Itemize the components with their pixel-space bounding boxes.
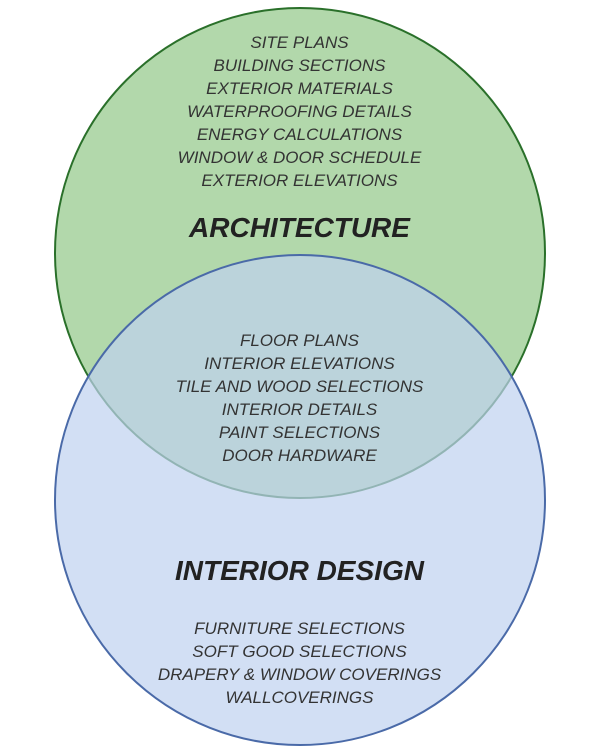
list-item: EXTERIOR MATERIALS <box>0 78 599 101</box>
list-item: ENERGY CALCULATIONS <box>0 124 599 147</box>
list-item: SOFT GOOD SELECTIONS <box>0 641 599 664</box>
list-item: EXTERIOR ELEVATIONS <box>0 170 599 193</box>
list-item: WINDOW & DOOR SCHEDULE <box>0 147 599 170</box>
list-item: FLOOR PLANS <box>0 330 599 353</box>
interior-design-title: INTERIOR DESIGN <box>0 555 599 587</box>
interior-design-items: FURNITURE SELECTIONSSOFT GOOD SELECTIONS… <box>0 618 599 710</box>
list-item: WATERPROOFING DETAILS <box>0 101 599 124</box>
list-item: TILE AND WOOD SELECTIONS <box>0 376 599 399</box>
list-item: PAINT SELECTIONS <box>0 422 599 445</box>
intersection-items: FLOOR PLANSINTERIOR ELEVATIONSTILE AND W… <box>0 330 599 468</box>
list-item: FURNITURE SELECTIONS <box>0 618 599 641</box>
list-item: WALLCOVERINGS <box>0 687 599 710</box>
list-item: SITE PLANS <box>0 32 599 55</box>
list-item: INTERIOR DETAILS <box>0 399 599 422</box>
list-item: INTERIOR ELEVATIONS <box>0 353 599 376</box>
list-item: BUILDING SECTIONS <box>0 55 599 78</box>
architecture-items: SITE PLANSBUILDING SECTIONSEXTERIOR MATE… <box>0 32 599 193</box>
list-item: DRAPERY & WINDOW COVERINGS <box>0 664 599 687</box>
list-item: DOOR HARDWARE <box>0 445 599 468</box>
architecture-title: ARCHITECTURE <box>0 212 599 244</box>
